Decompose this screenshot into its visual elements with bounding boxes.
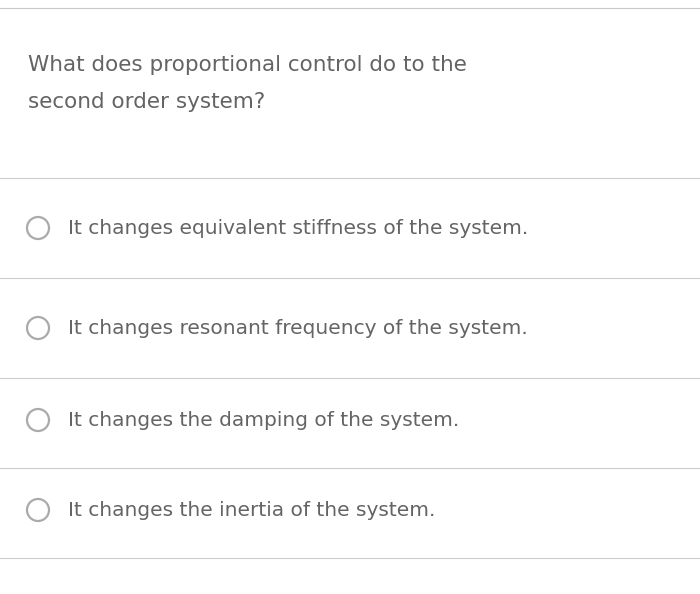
Text: It changes resonant frequency of the system.: It changes resonant frequency of the sys… xyxy=(68,318,528,337)
Text: second order system?: second order system? xyxy=(28,92,265,112)
Text: It changes the inertia of the system.: It changes the inertia of the system. xyxy=(68,501,435,520)
Text: It changes the damping of the system.: It changes the damping of the system. xyxy=(68,410,459,429)
Text: It changes equivalent stiffness of the system.: It changes equivalent stiffness of the s… xyxy=(68,219,528,238)
Text: What does proportional control do to the: What does proportional control do to the xyxy=(28,55,467,75)
